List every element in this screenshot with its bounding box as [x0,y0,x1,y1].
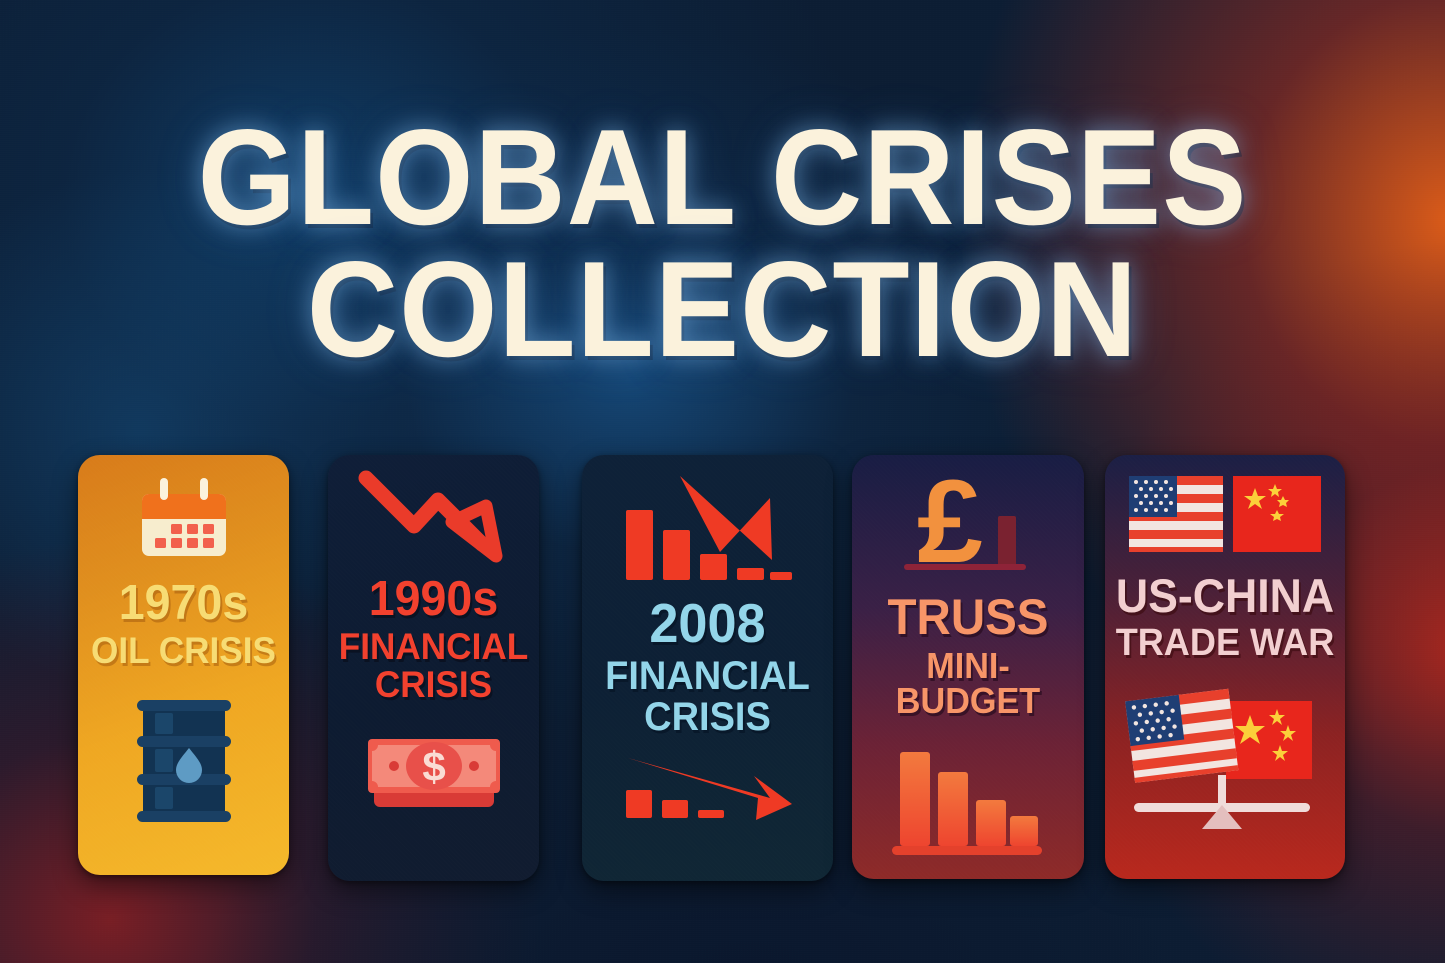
crisis-card-us-china-trade-war[interactable]: US-CHINA TRADE WAR [1105,455,1345,879]
card-title-block: TRUSS MINI-BUDGET [852,589,1084,722]
card-title-secondary: FINANCIAL [605,653,810,698]
oil-barrel-icon [125,691,243,831]
declining-bar-chart-arrow-small-icon [618,753,798,823]
us-china-flags-icon [1125,471,1325,557]
banknote-dollar-icon: $ [364,724,504,816]
descending-bar-chart-icon [888,741,1048,861]
card-title-tertiary: CRISIS [644,695,771,740]
title-line-2: COLLECTION [306,232,1139,385]
crisis-card-2008-financial-crisis[interactable]: 2008 FINANCIAL CRISIS [582,455,833,881]
card-title-primary: 1970s [118,576,249,630]
balance-scale-flags-icon [1118,682,1333,832]
card-title-secondary: MINI-BUDGET [895,645,1041,722]
poster-title: GLOBAL CRISES COLLECTION [0,101,1445,385]
calendar-icon [134,473,234,563]
pound-sterling-icon: £ [878,469,1058,581]
card-title-block: US-CHINA TRADE WAR [1105,569,1345,665]
card-title-block: 2008 FINANCIAL CRISIS [582,592,833,740]
card-title-primary: 1990s [368,572,499,626]
card-title-block: 1990s FINANCIAL CRISIS [328,572,539,706]
card-title-primary: TRUSS [887,589,1049,645]
declining-arrow-icon [354,469,514,565]
declining-bar-chart-arrow-icon [618,471,798,589]
card-title-secondary: OIL CRISIS [91,630,276,672]
card-title-block: 1970s OIL CRISIS [78,576,289,672]
card-title-primary: US-CHINA [1115,569,1335,622]
card-title-tertiary: CRISIS [374,664,493,706]
card-title-secondary: TRADE WAR [1115,622,1335,665]
crisis-card-row: 1970s OIL CRISIS [0,455,1445,885]
crisis-card-1990s-financial-crisis[interactable]: 1990s FINANCIAL CRISIS $ [328,455,539,881]
card-title-primary: 2008 [649,592,766,654]
svg-text:$: $ [422,743,445,790]
svg-text:£: £ [917,470,983,580]
crisis-card-1970s-oil-crisis[interactable]: 1970s OIL CRISIS [78,455,289,875]
title-line-1: GLOBAL CRISES [197,101,1248,253]
crisis-card-truss-mini-budget[interactable]: £ TRUSS MINI-BUDGET [852,455,1084,879]
card-title-secondary: FINANCIAL [338,626,529,668]
